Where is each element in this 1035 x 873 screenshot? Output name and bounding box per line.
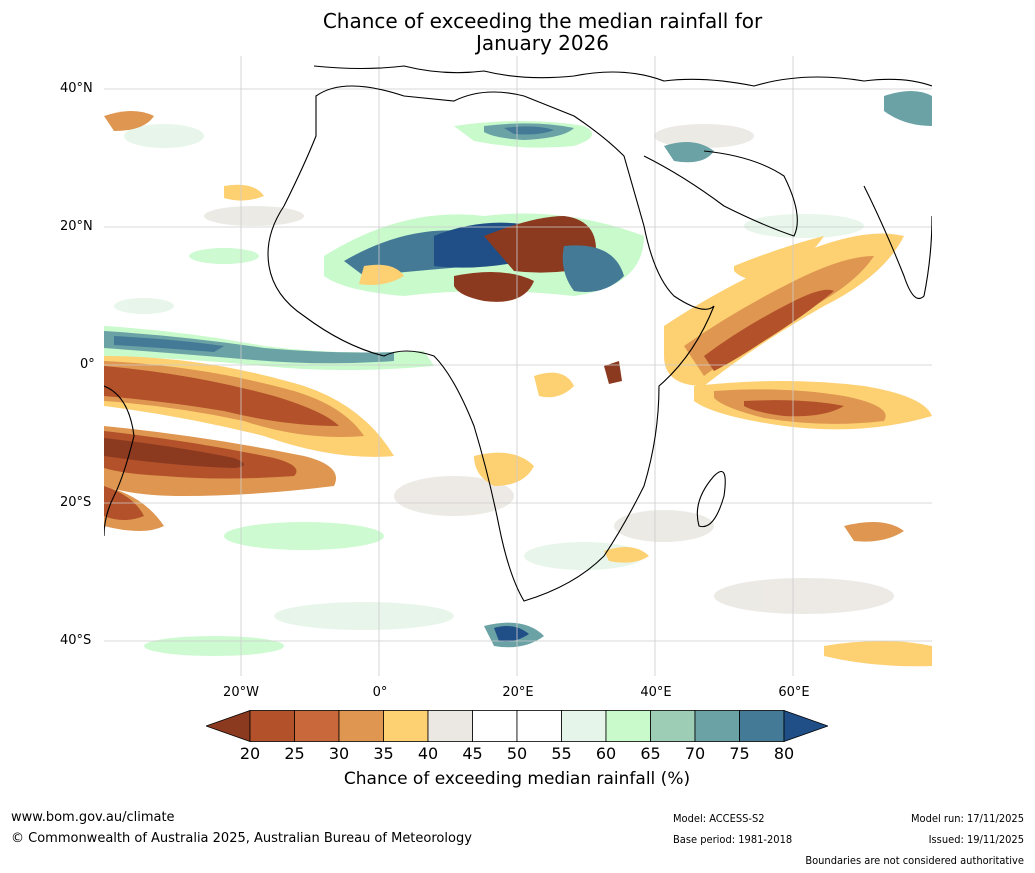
lon-label-20w: 20°W — [223, 685, 259, 700]
lat-label-40n: 40°N — [60, 81, 93, 96]
lat-label-20n: 20°N — [60, 219, 93, 234]
africa-coastline — [267, 85, 715, 602]
colorbar-segment — [338, 710, 384, 742]
rainfall-map — [104, 56, 932, 676]
boundaries-disclaimer: Boundaries are not considered authoritat… — [805, 854, 1024, 867]
lat-label-0: 0° — [80, 357, 95, 372]
issued-text: Issued: 19/11/2025 — [928, 833, 1024, 846]
atlantic-wet-band — [104, 326, 434, 370]
colorbar-extend-low — [206, 710, 251, 742]
colorbar-tick-label: 70 — [684, 744, 706, 763]
colorbar-segment — [427, 710, 473, 742]
south-america-coastline — [104, 385, 135, 537]
colorbar-tick-label: 30 — [328, 744, 350, 763]
colorbar-segment — [694, 710, 740, 742]
colorbar-tick-label: 40 — [417, 744, 439, 763]
europe-coastline — [313, 65, 932, 87]
southern-patches — [104, 91, 932, 667]
colorbar-segment — [383, 710, 429, 742]
mediterranean-anomaly — [454, 121, 592, 148]
colorbar-extend-high — [783, 710, 828, 742]
colorbar-tick-label: 80 — [773, 744, 795, 763]
coastlines — [104, 65, 932, 602]
colorbar-tick-label: 20 — [239, 744, 261, 763]
model-text: Model: ACCESS-S2 — [673, 812, 765, 825]
base-period-text: Base period: 1981-2018 — [673, 833, 793, 846]
sahel-anomalies — [324, 213, 644, 302]
colorbar-tick-label: 65 — [640, 744, 661, 763]
colorbar-tick-label: 55 — [551, 744, 572, 763]
copyright-text: © Commonwealth of Australia 2025, Austra… — [11, 831, 472, 846]
colorbar-segment — [516, 710, 562, 742]
indian-ocean-dry-band — [664, 233, 932, 430]
website-link[interactable]: www.bom.gov.au/climate — [11, 810, 175, 825]
arabia-coastline — [643, 150, 798, 237]
colorbar — [206, 710, 828, 742]
colorbar-title: Chance of exceeding median rainfall (%) — [343, 769, 691, 789]
colorbar-tick-label: 75 — [729, 744, 750, 763]
colorbar-tick-label: 35 — [373, 744, 394, 763]
colorbar-segment — [249, 710, 295, 742]
lon-label-0: 0° — [372, 685, 388, 700]
lat-label-20s: 20°S — [60, 495, 92, 510]
colorbar-segment — [605, 710, 651, 742]
lon-label-20e: 20°E — [502, 685, 534, 700]
colorbar-tick-label: 25 — [284, 744, 305, 763]
colorbar-tick-label: 50 — [506, 744, 528, 763]
title-line-2: January 2026 — [475, 31, 610, 55]
india-coastline — [863, 185, 932, 300]
lon-label-40e: 40°E — [640, 685, 672, 700]
lat-label-40s: 40°S — [60, 633, 92, 648]
colorbar-tick-label: 60 — [595, 744, 617, 763]
lon-label-60e: 60°E — [778, 685, 810, 700]
colorbar-segment — [472, 710, 518, 742]
title-line-1: Chance of exceeding the median rainfall … — [322, 9, 763, 33]
colorbar-segment — [294, 710, 340, 742]
colorbar-segment — [650, 710, 696, 742]
colorbar-segment — [739, 710, 785, 742]
gridlines — [104, 56, 932, 676]
colorbar-segment — [561, 710, 607, 742]
colorbar-tick-label: 45 — [462, 744, 483, 763]
map-title: Chance of exceeding the median rainfall … — [0, 10, 1035, 54]
model-run-text: Model run: 17/11/2025 — [911, 812, 1024, 825]
madagascar-coastline — [696, 471, 726, 528]
south-atlantic-dry-band — [104, 356, 394, 531]
